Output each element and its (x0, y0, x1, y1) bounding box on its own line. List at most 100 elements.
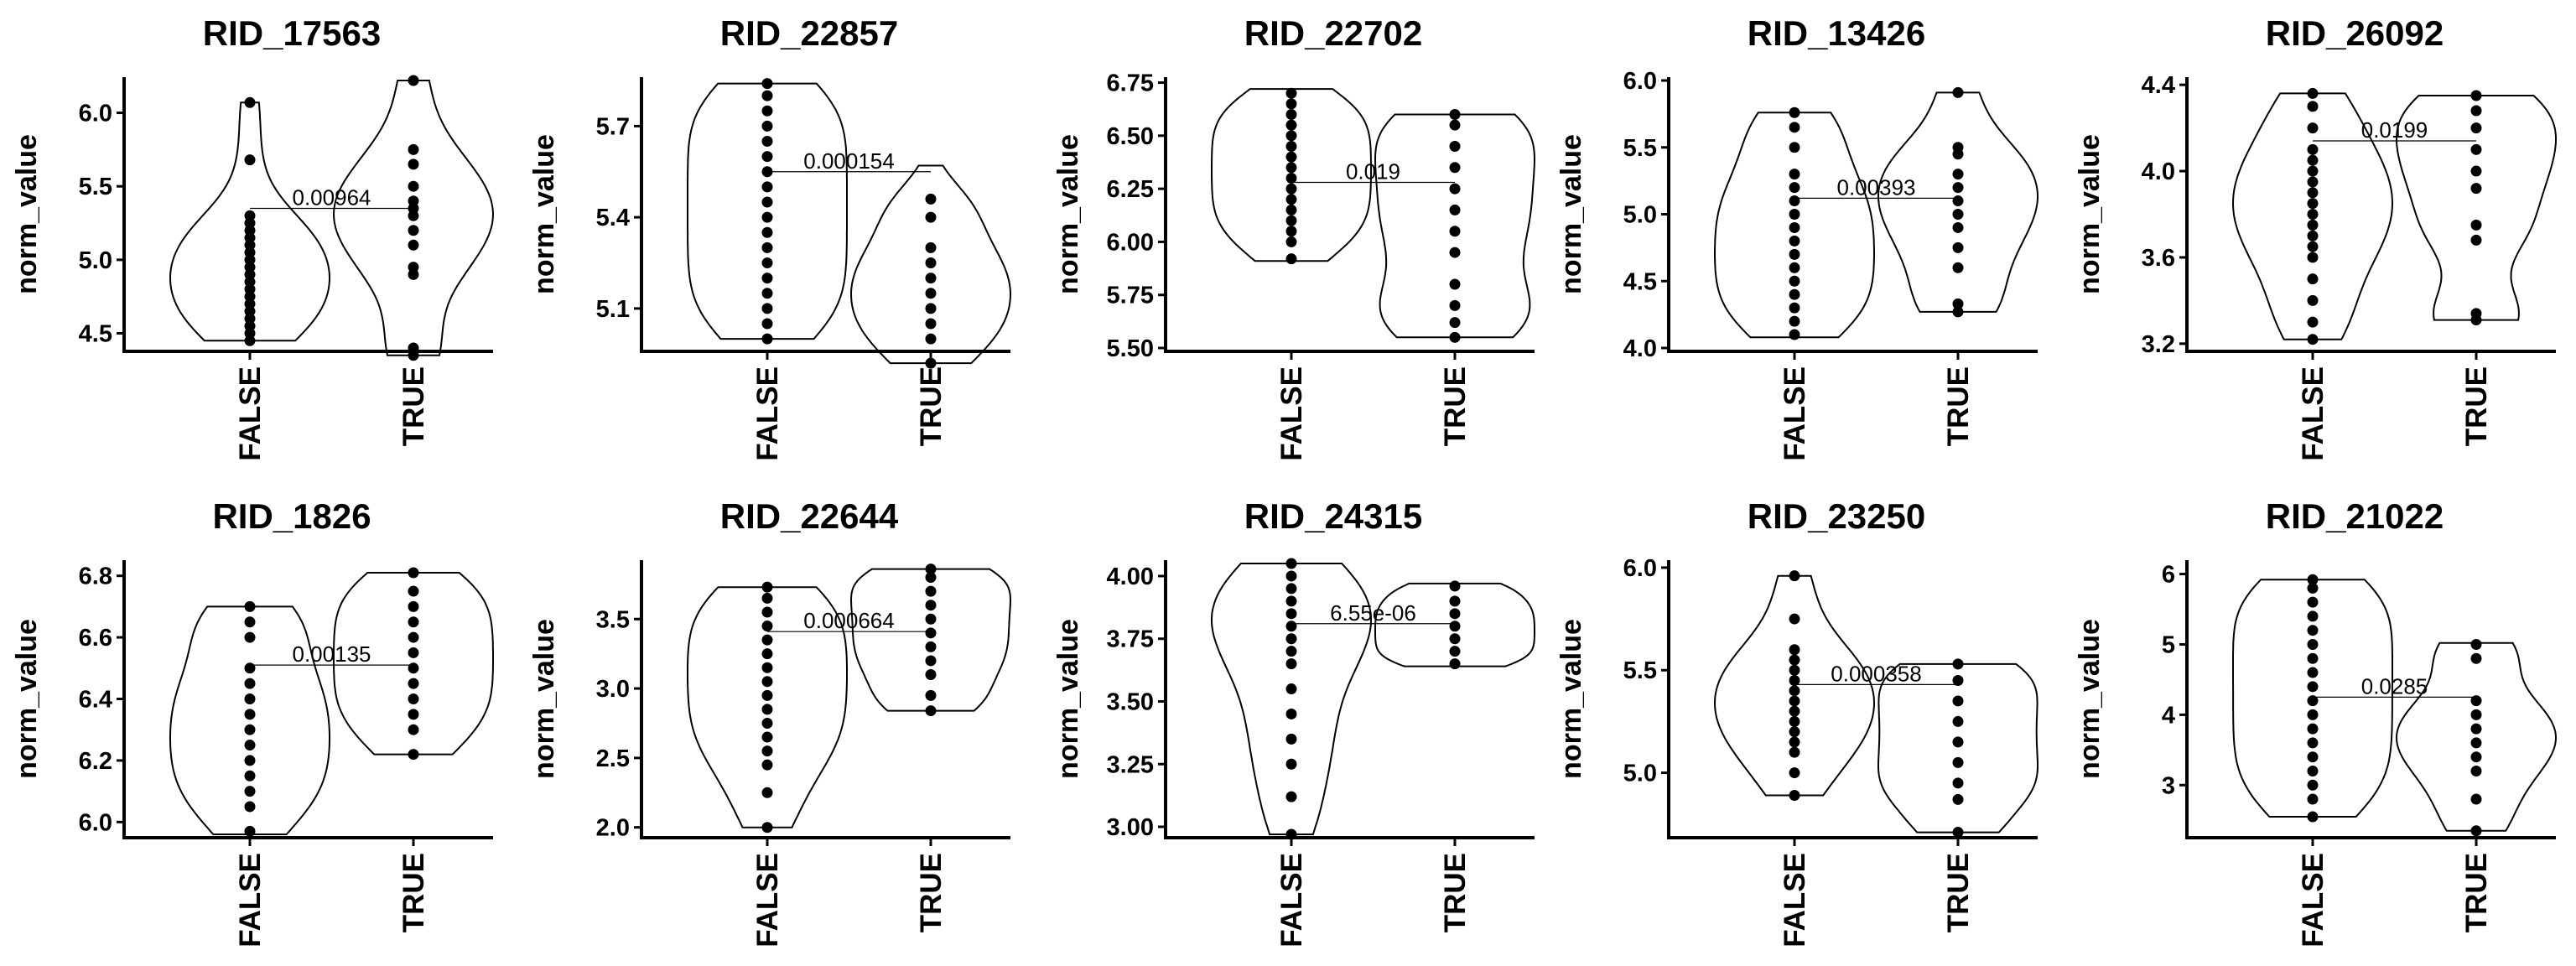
y-axis-label: norm_value (2074, 619, 2106, 779)
data-point (408, 616, 419, 628)
data-point (1789, 209, 1800, 220)
data-point (925, 655, 937, 667)
data-point (761, 606, 773, 618)
p-value-label: 0.00964 (293, 184, 371, 210)
data-point (244, 801, 256, 813)
data-point (1285, 658, 1297, 670)
data-point (408, 724, 419, 735)
data-point (761, 273, 773, 284)
data-point (925, 303, 937, 314)
data-point (1789, 570, 1800, 582)
data-point (2470, 825, 2482, 837)
data-point (1449, 633, 1461, 645)
x-tick-label: TRUE (397, 853, 430, 932)
data-point (1449, 608, 1461, 620)
y-axis-label: norm_value (1052, 134, 1084, 294)
data-point (761, 196, 773, 208)
data-point (1952, 142, 1964, 153)
data-point (761, 787, 773, 798)
data-point (761, 648, 773, 660)
panel-title: RID_22857 (720, 13, 898, 53)
p-value-label: 0.000154 (803, 148, 894, 174)
data-point (1952, 674, 1964, 686)
data-point (2307, 695, 2319, 707)
data-point (761, 120, 773, 132)
data-point (2307, 723, 2319, 735)
violin-true (1877, 91, 2038, 313)
data-point (408, 693, 419, 704)
y-axis-label: norm_value (11, 134, 43, 294)
data-point (244, 662, 256, 674)
data-point (1952, 209, 1964, 220)
data-point (408, 585, 419, 597)
data-point (408, 567, 419, 579)
data-point (2470, 308, 2482, 319)
data-point (1285, 109, 1297, 121)
y-tick-label: 4.00 (1107, 564, 1154, 590)
data-point (408, 662, 419, 674)
y-tick-label: 6.50 (1107, 123, 1154, 150)
data-point (761, 621, 773, 632)
data-point (925, 193, 937, 205)
violin-true (1877, 662, 2038, 834)
data-point (2470, 638, 2482, 650)
data-point (761, 242, 773, 253)
violin-false (2231, 92, 2394, 340)
data-point (761, 689, 773, 701)
data-point (925, 318, 937, 330)
data-point (2470, 105, 2482, 117)
data-point (925, 613, 937, 625)
data-point (1789, 664, 1800, 676)
p-value-label: 0.00135 (293, 641, 371, 667)
y-axis-label: norm_value (528, 134, 560, 294)
data-point (2307, 241, 2319, 252)
y-tick-label: 4.5 (1623, 268, 1657, 295)
data-point (2307, 574, 2319, 585)
violin-true (2395, 641, 2558, 832)
data-point (244, 616, 256, 628)
data-point (2307, 154, 2319, 166)
data-point (1449, 331, 1461, 343)
data-point (925, 211, 937, 223)
panel-rid-1826: RID_1826 norm_value 6.0 6.2 6.4 6.6 6.8 FALSE TR… (11, 496, 494, 948)
panel-title: RID_23250 (1748, 496, 1925, 536)
data-point (2307, 334, 2319, 345)
data-point (925, 357, 937, 369)
panel-rid-22644: RID_22644 norm_value 2.0 2.5 3.0 3.5 FALSE TRUE… (528, 496, 1012, 948)
data-point (761, 759, 773, 771)
data-point (1789, 262, 1800, 273)
data-point (408, 647, 419, 658)
x-tick-label: TRUE (915, 366, 948, 446)
data-point (1789, 235, 1800, 247)
data-point (2307, 793, 2319, 805)
y-tick-label: 5.5 (1623, 135, 1657, 162)
data-point (1789, 715, 1800, 727)
data-point (2307, 209, 2319, 220)
data-point (761, 136, 773, 147)
data-point (2307, 176, 2319, 188)
data-point (2470, 709, 2482, 720)
data-point (1449, 646, 1461, 657)
data-point (925, 689, 937, 701)
data-point (2470, 122, 2482, 134)
data-point (761, 676, 773, 688)
data-point (2470, 765, 2482, 776)
data-point (1789, 248, 1800, 260)
data-point (408, 749, 419, 761)
data-point (2307, 198, 2319, 210)
y-tick-label: 5.0 (1623, 202, 1657, 229)
data-point (2470, 652, 2482, 664)
data-point (761, 90, 773, 101)
violin-false (1713, 574, 1876, 797)
data-point (2307, 230, 2319, 242)
data-point (2307, 273, 2319, 285)
data-point (1789, 195, 1800, 207)
data-point (1285, 791, 1297, 802)
data-point (1449, 162, 1461, 174)
y-tick-label: 6.4 (79, 687, 112, 714)
data-point (761, 592, 773, 604)
data-point (408, 180, 419, 192)
x-tick-label: FALSE (751, 853, 784, 948)
y-tick-label: 5.50 (1107, 335, 1154, 362)
data-point (2470, 737, 2482, 749)
